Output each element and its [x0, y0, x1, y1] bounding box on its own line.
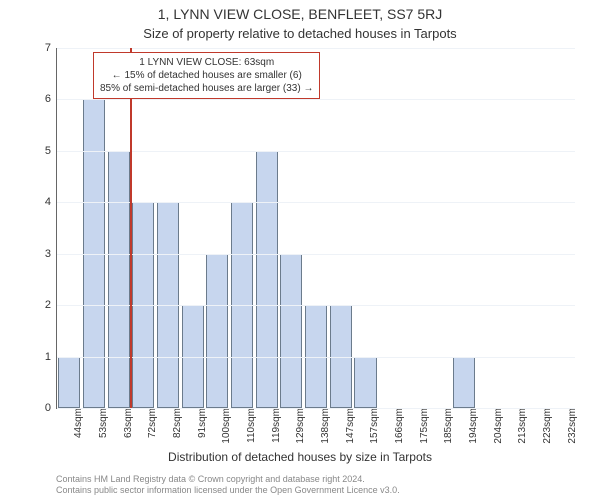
gridline: [57, 408, 575, 409]
bar-slot: 194sqm: [452, 48, 477, 408]
bar-slot: 53sqm: [82, 48, 107, 408]
bar: [280, 254, 302, 408]
bar-slot: 44sqm: [57, 48, 82, 408]
property-size-histogram: 1, LYNN VIEW CLOSE, BENFLEET, SS7 5RJ Si…: [0, 0, 600, 500]
gridline: [57, 151, 575, 152]
x-tick-label: 204sqm: [489, 408, 504, 444]
bar-slot: 91sqm: [180, 48, 205, 408]
bars-container: 44sqm53sqm63sqm72sqm82sqm91sqm100sqm110s…: [57, 48, 575, 408]
x-tick-label: 91sqm: [193, 408, 208, 438]
annotation-line: 85% of semi-detached houses are larger (…: [100, 82, 313, 95]
bar: [58, 357, 80, 408]
footer-line-2: Contains public sector information licen…: [56, 485, 580, 496]
y-tick-label: 4: [45, 196, 57, 208]
gridline: [57, 99, 575, 100]
bar: [354, 357, 376, 408]
bar: [453, 357, 475, 408]
x-tick-label: 53sqm: [94, 408, 109, 438]
bar-slot: 204sqm: [476, 48, 501, 408]
footer-line-1: Contains HM Land Registry data © Crown c…: [56, 474, 580, 485]
gridline: [57, 202, 575, 203]
bar-slot: 185sqm: [427, 48, 452, 408]
subject-marker-line: [130, 48, 132, 408]
gridline: [57, 357, 575, 358]
bar-slot: 147sqm: [328, 48, 353, 408]
bar-slot: 157sqm: [353, 48, 378, 408]
bar-slot: 119sqm: [254, 48, 279, 408]
bar-slot: 166sqm: [378, 48, 403, 408]
plot-area: 44sqm53sqm63sqm72sqm82sqm91sqm100sqm110s…: [56, 48, 575, 409]
x-axis-label: Distribution of detached houses by size …: [0, 450, 600, 464]
x-tick-label: 110sqm: [242, 408, 257, 443]
x-tick-label: 175sqm: [415, 408, 430, 444]
chart-subtitle: Size of property relative to detached ho…: [0, 26, 600, 41]
bar-slot: 129sqm: [279, 48, 304, 408]
chart-title: 1, LYNN VIEW CLOSE, BENFLEET, SS7 5RJ: [0, 6, 600, 22]
bar-slot: 232sqm: [550, 48, 575, 408]
bar-slot: 110sqm: [230, 48, 255, 408]
x-tick-label: 138sqm: [316, 408, 331, 444]
bar: [206, 254, 228, 408]
y-tick-label: 2: [45, 299, 57, 311]
bar-slot: 100sqm: [205, 48, 230, 408]
y-tick-label: 3: [45, 248, 57, 260]
x-tick-label: 157sqm: [365, 408, 380, 444]
gridline: [57, 48, 575, 49]
bar-slot: 72sqm: [131, 48, 156, 408]
x-tick-label: 119sqm: [267, 408, 282, 443]
bar-slot: 82sqm: [156, 48, 181, 408]
y-tick-label: 7: [45, 42, 57, 54]
x-tick-label: 72sqm: [143, 408, 158, 438]
y-tick-label: 1: [45, 351, 57, 363]
chart-footer: Contains HM Land Registry data © Crown c…: [56, 474, 580, 497]
x-tick-label: 223sqm: [538, 408, 553, 444]
x-tick-label: 213sqm: [513, 408, 528, 444]
x-tick-label: 194sqm: [464, 408, 479, 444]
x-tick-label: 82sqm: [168, 408, 183, 438]
y-tick-label: 0: [45, 402, 57, 414]
x-tick-label: 129sqm: [291, 408, 306, 444]
bar: [108, 151, 130, 408]
bar: [256, 151, 278, 408]
bar-slot: 223sqm: [526, 48, 551, 408]
gridline: [57, 254, 575, 255]
x-tick-label: 100sqm: [217, 408, 232, 444]
gridline: [57, 305, 575, 306]
x-tick-label: 166sqm: [390, 408, 405, 444]
bar-slot: 175sqm: [402, 48, 427, 408]
x-tick-label: 63sqm: [119, 408, 134, 438]
x-tick-label: 147sqm: [341, 408, 356, 444]
y-tick-label: 5: [45, 145, 57, 157]
annotation-line: 1 LYNN VIEW CLOSE: 63sqm: [100, 56, 313, 69]
y-tick-label: 6: [45, 93, 57, 105]
x-tick-label: 185sqm: [439, 408, 454, 444]
bar-slot: 138sqm: [304, 48, 329, 408]
annotation-line: ← 15% of detached houses are smaller (6): [100, 69, 313, 82]
annotation-box: 1 LYNN VIEW CLOSE: 63sqm← 15% of detache…: [93, 52, 320, 99]
bar-slot: 63sqm: [106, 48, 131, 408]
bar-slot: 213sqm: [501, 48, 526, 408]
x-tick-label: 44sqm: [69, 408, 84, 438]
x-tick-label: 232sqm: [563, 408, 578, 444]
